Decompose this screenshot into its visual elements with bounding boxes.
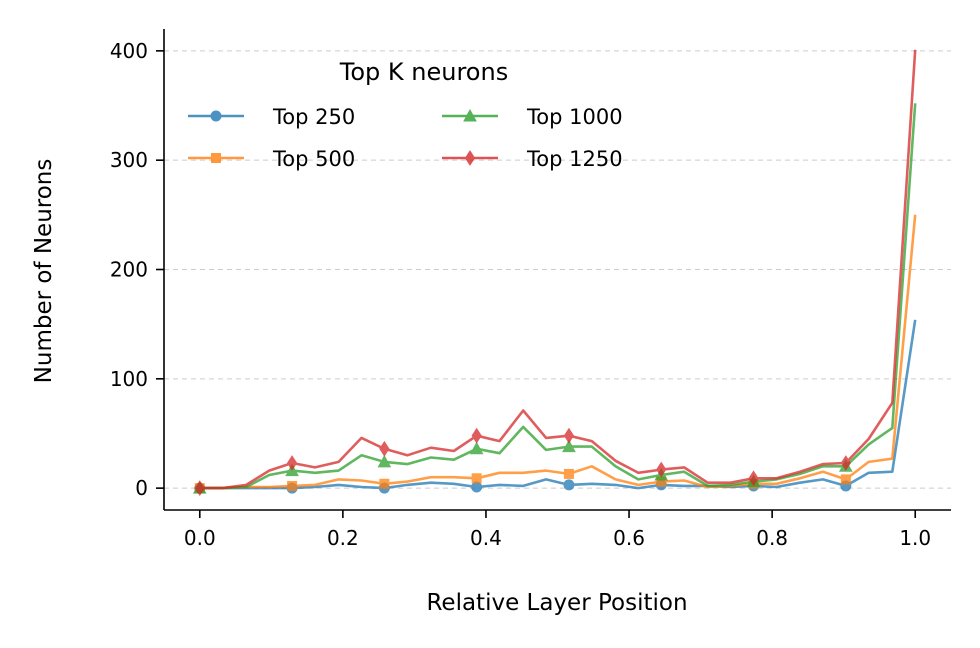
legend-label: Top 1250	[526, 147, 623, 171]
data-point-marker	[840, 455, 851, 471]
legend-marker	[211, 153, 221, 163]
data-point-marker	[471, 473, 482, 484]
legend: Top K neurons Top 250 Top 500 Top 1000 Top …	[188, 58, 623, 171]
y-tick-label: 400	[110, 39, 148, 63]
data-point-marker	[286, 455, 298, 471]
data-point-marker	[379, 440, 390, 457]
data-point-marker	[471, 427, 482, 444]
series-line	[199, 214, 917, 490]
data-point-marker	[377, 454, 392, 468]
data-point-marker	[287, 480, 298, 491]
series-line	[199, 103, 917, 490]
series-lines	[192, 49, 917, 497]
data-point-marker	[563, 479, 575, 491]
legend-marker	[464, 150, 476, 166]
data-point-marker	[471, 481, 483, 493]
legend-entry	[188, 153, 244, 163]
tick-marks: 0 100 200 300 400 0.0 0.2 0.4 0.6 0.8 1.0	[110, 39, 931, 550]
data-point-marker	[469, 441, 484, 455]
legend-entry	[442, 108, 498, 122]
y-tick-label: 100	[110, 367, 148, 391]
legend-label: Top 500	[272, 147, 355, 171]
x-tick-label: 0.4	[470, 526, 502, 550]
data-point-marker	[840, 474, 851, 485]
legend-title: Top K neurons	[339, 58, 508, 86]
data-point-marker	[656, 461, 667, 478]
legend-marker	[210, 110, 222, 122]
data-point-marker	[563, 427, 575, 444]
data-point-marker	[194, 480, 205, 497]
x-tick-label: 0.6	[613, 526, 645, 550]
x-tick-label: 0.8	[756, 526, 788, 550]
y-tick-label: 0	[135, 476, 148, 500]
legend-label: Top 250	[272, 105, 355, 129]
legend-entry	[188, 110, 244, 122]
series-line	[199, 49, 917, 490]
series-top-250	[194, 319, 917, 494]
series-line	[199, 319, 917, 490]
legend-entry	[442, 150, 498, 166]
series-top-1250	[194, 49, 917, 497]
data-point-marker	[748, 470, 759, 487]
data-point-marker	[379, 478, 390, 489]
x-tick-label: 1.0	[899, 526, 931, 550]
x-tick-label: 0.2	[327, 526, 359, 550]
x-tick-label: 0.0	[184, 526, 216, 550]
legend-marker	[463, 108, 477, 122]
series-top-500	[194, 214, 917, 494]
data-point-marker	[563, 468, 574, 479]
y-tick-label: 300	[110, 148, 148, 172]
data-point-marker	[562, 439, 576, 453]
y-axis-title: Number of Neurons	[31, 159, 57, 384]
y-tick-label: 200	[110, 258, 148, 282]
legend-label: Top 1000	[526, 105, 623, 129]
x-axis-title: Relative Layer Position	[426, 590, 687, 616]
